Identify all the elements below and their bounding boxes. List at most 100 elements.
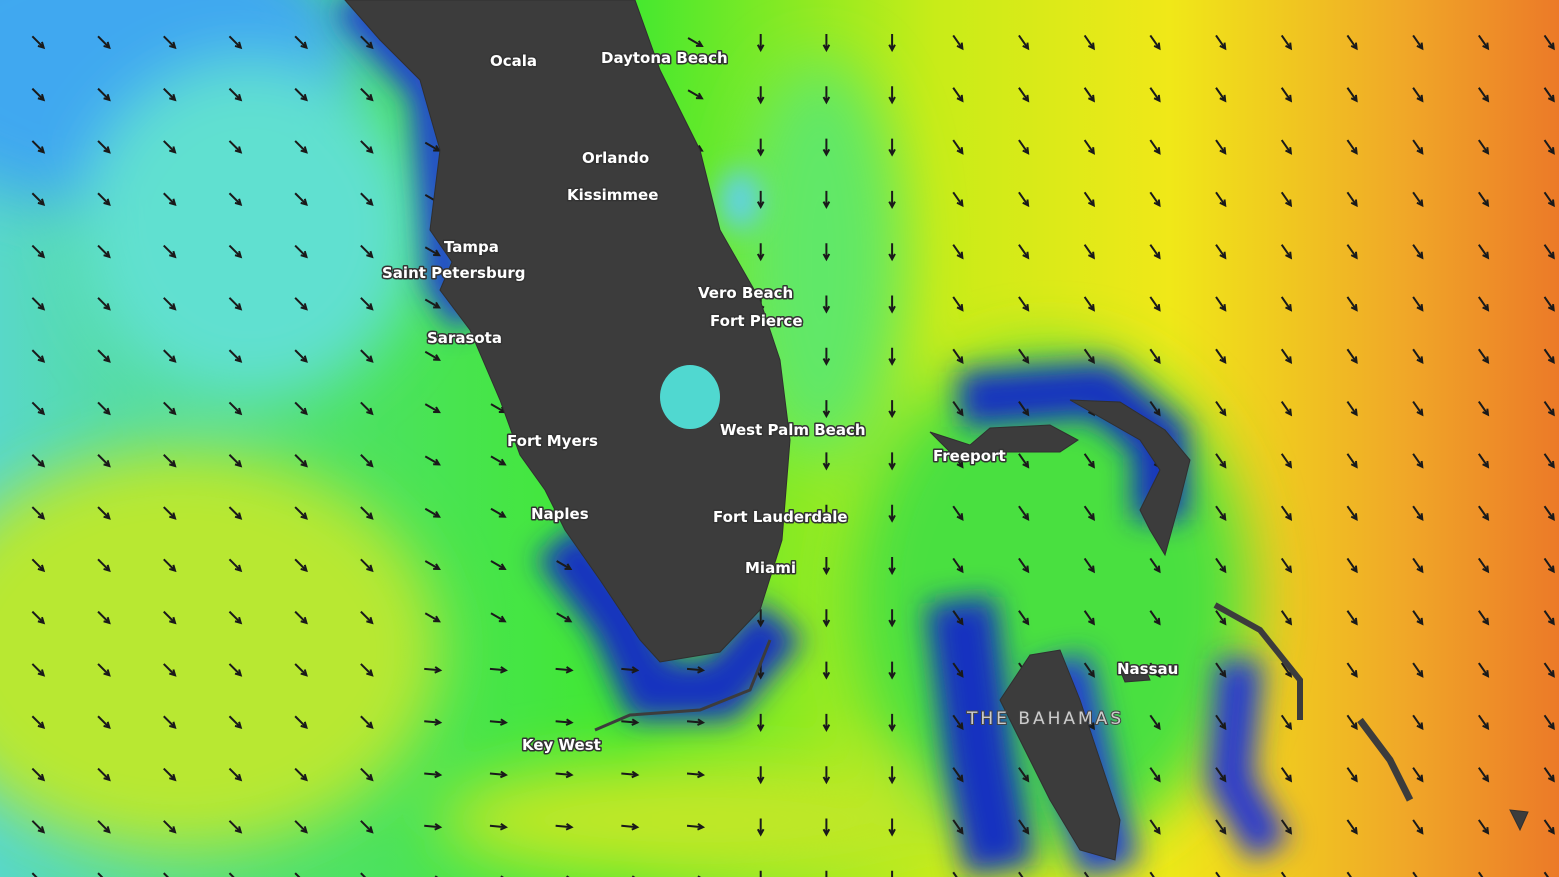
wind-arrow — [360, 715, 374, 730]
wind-arrow — [621, 718, 640, 726]
wind-arrow — [228, 87, 243, 102]
wind-arrow — [1215, 34, 1227, 51]
wind-arrow — [228, 820, 243, 834]
wind-arrow — [1149, 191, 1161, 208]
wind-arrow — [97, 140, 111, 154]
wind-arrow — [1346, 819, 1358, 835]
wind-arrow — [1215, 87, 1227, 103]
wind-arrow — [952, 87, 964, 103]
wind-arrow — [228, 872, 235, 877]
wind-arrow — [952, 662, 964, 678]
wind-arrow — [1280, 610, 1293, 626]
wind-arrow — [97, 872, 104, 877]
wind-arrow — [31, 192, 46, 207]
wind-arrow — [1412, 87, 1424, 103]
wind-arrow — [888, 661, 896, 680]
wind-arrow — [97, 610, 111, 625]
wind-arrow — [1412, 453, 1424, 469]
wind-arrow — [556, 560, 573, 571]
wind-arrow — [888, 190, 896, 209]
wind-arrow — [360, 454, 374, 468]
florida-keys — [594, 639, 772, 732]
wind-arrow — [163, 715, 177, 730]
wind-arrow — [360, 610, 374, 625]
wind-arrow — [294, 244, 308, 259]
wind-arrow — [1083, 348, 1095, 365]
place-label: Freeport — [933, 447, 1006, 465]
wind-arrow — [1215, 819, 1227, 835]
wind-arrow — [686, 823, 706, 831]
wind-arrow — [1280, 557, 1293, 574]
wind-arrow — [163, 558, 177, 573]
wind-arrow — [1018, 34, 1030, 51]
wind-arrow — [891, 870, 894, 877]
wind-arrow — [1412, 871, 1418, 877]
wind-arrow — [1477, 610, 1490, 626]
wind-arrow — [360, 767, 374, 782]
wind-arrow — [555, 718, 574, 726]
wind-arrow — [1543, 244, 1555, 260]
wind-arrow — [756, 138, 765, 157]
wind-arrow — [555, 770, 574, 779]
wind-arrow — [1346, 714, 1358, 731]
grand-bahama — [929, 424, 1079, 463]
wind-arrow — [1477, 871, 1484, 877]
wind-arrow — [1018, 400, 1030, 417]
wind-arrow — [294, 872, 301, 877]
wind-arrow — [1543, 139, 1555, 155]
wind-arrow — [228, 401, 243, 416]
wind-arrow — [294, 663, 308, 677]
wind-arrow — [360, 558, 374, 573]
wind-arrow — [294, 35, 308, 50]
wind-arrow — [1083, 557, 1095, 574]
wind-arrow — [1543, 87, 1555, 103]
wind-arrow — [1280, 871, 1287, 877]
place-label: Naples — [531, 505, 589, 523]
wind-arrow — [1412, 610, 1424, 626]
wind-arrow — [1018, 296, 1030, 312]
wind-arrow — [888, 452, 896, 471]
wind-arrow — [1018, 87, 1030, 103]
wind-arrow — [1412, 819, 1424, 835]
wind-arrow — [228, 140, 243, 154]
wind-arrow — [31, 454, 46, 468]
wind-arrow — [1149, 610, 1161, 626]
wind-arrow — [490, 455, 507, 466]
wind-arrow — [228, 663, 243, 677]
wind-arrow — [1412, 662, 1424, 678]
wind-arrow — [822, 138, 831, 157]
wind-arrow — [1215, 453, 1227, 469]
wind-arrow — [1215, 557, 1227, 574]
wind-arrow — [1083, 139, 1095, 155]
wind-arrow — [31, 715, 46, 730]
wind-arrow — [1543, 400, 1555, 417]
wind-arrow — [1346, 87, 1358, 103]
place-label: Kissimmee — [567, 186, 658, 204]
wind-arrow — [1477, 662, 1490, 678]
wind-arrow — [1083, 191, 1095, 208]
wind-arrow — [360, 192, 374, 207]
wind-arrow — [1412, 505, 1424, 521]
wind-arrow — [1018, 557, 1030, 574]
wind-arrow — [1280, 767, 1293, 783]
wind-arrow — [621, 666, 640, 674]
wind-arrow — [31, 506, 46, 520]
wind-arrow — [1477, 767, 1490, 783]
wind-arrow — [163, 820, 177, 834]
wind-arrow — [31, 401, 46, 416]
wind-arrow — [294, 558, 308, 573]
wind-arrow — [1412, 296, 1424, 312]
wind-arrow — [1018, 244, 1030, 260]
wind-arrow — [1543, 767, 1555, 783]
wind-arrow — [163, 663, 177, 677]
place-label: Fort Pierce — [710, 312, 803, 330]
wind-arrow — [952, 871, 958, 877]
wind-arrow — [822, 818, 831, 837]
wind-arrow — [163, 35, 177, 50]
wind-arrow — [1215, 348, 1227, 365]
wind-arrow — [888, 400, 896, 419]
wind-arrow — [360, 820, 374, 834]
wind-arrow — [952, 296, 964, 312]
wind-arrow — [1215, 505, 1227, 521]
wind-arrow — [1149, 139, 1161, 155]
